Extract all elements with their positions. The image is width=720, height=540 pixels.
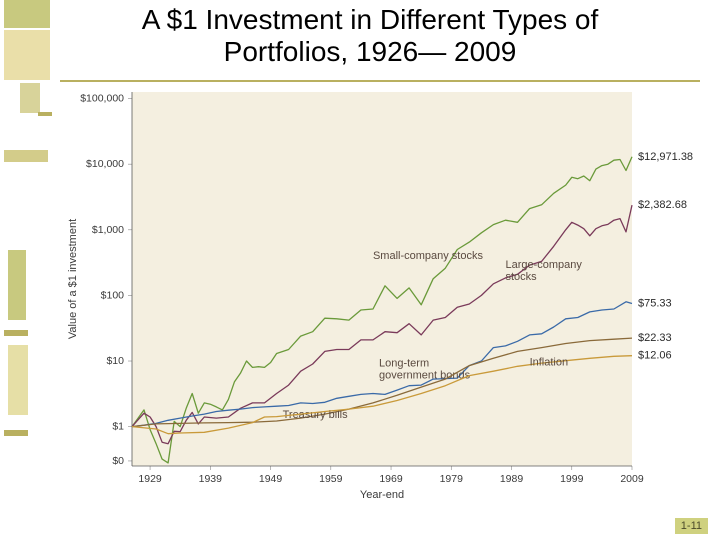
svg-text:Inflation: Inflation <box>530 357 569 369</box>
svg-text:Long-term: Long-term <box>379 358 429 370</box>
slide-title: A $1 Investment in Different Types of Po… <box>80 4 660 68</box>
deco-block <box>20 83 40 113</box>
title-underline <box>60 80 700 82</box>
svg-text:1989: 1989 <box>500 473 524 485</box>
svg-text:$2,382.68: $2,382.68 <box>638 199 687 211</box>
svg-text:$12.06: $12.06 <box>638 350 672 362</box>
svg-text:$10,000: $10,000 <box>86 158 124 170</box>
deco-block <box>4 30 50 80</box>
svg-text:$1: $1 <box>112 421 124 433</box>
svg-text:$100,000: $100,000 <box>80 93 124 105</box>
svg-text:1929: 1929 <box>138 473 162 485</box>
svg-text:$10: $10 <box>106 355 124 367</box>
deco-block <box>4 150 48 162</box>
svg-text:1959: 1959 <box>319 473 343 485</box>
svg-text:$75.33: $75.33 <box>638 297 672 309</box>
chart: $0 $1 $10 $100 $1,000 $10,000 $100,000 Value of… <box>56 86 706 506</box>
deco-block <box>4 430 28 436</box>
svg-text:$100: $100 <box>101 289 125 301</box>
svg-text:1939: 1939 <box>199 473 223 485</box>
svg-text:$0: $0 <box>112 455 124 467</box>
deco-block <box>8 250 26 320</box>
svg-text:Value of a $1 investment: Value of a $1 investment <box>67 219 79 339</box>
svg-text:government bonds: government bonds <box>379 370 471 382</box>
svg-text:$1,000: $1,000 <box>92 224 124 236</box>
svg-text:$22.33: $22.33 <box>638 332 672 344</box>
page-number: 1-11 <box>675 518 708 534</box>
svg-text:1979: 1979 <box>440 473 464 485</box>
svg-text:1969: 1969 <box>379 473 403 485</box>
svg-text:1949: 1949 <box>259 473 283 485</box>
deco-block <box>4 0 50 28</box>
svg-text:$12,971.38: $12,971.38 <box>638 151 693 163</box>
deco-block <box>38 112 52 116</box>
deco-block <box>8 345 28 415</box>
svg-text:Large-company: Large-company <box>505 259 582 271</box>
svg-text:stocks: stocks <box>505 271 537 283</box>
svg-text:2009: 2009 <box>620 473 644 485</box>
svg-text:Year-end: Year-end <box>360 489 404 501</box>
svg-text:Small-company stocks: Small-company stocks <box>373 250 484 262</box>
deco-block <box>4 330 28 336</box>
slide: A $1 Investment in Different Types of Po… <box>0 0 720 540</box>
svg-text:1999: 1999 <box>560 473 584 485</box>
chart-svg: $0 $1 $10 $100 $1,000 $10,000 $100,000 Value of… <box>56 86 706 506</box>
